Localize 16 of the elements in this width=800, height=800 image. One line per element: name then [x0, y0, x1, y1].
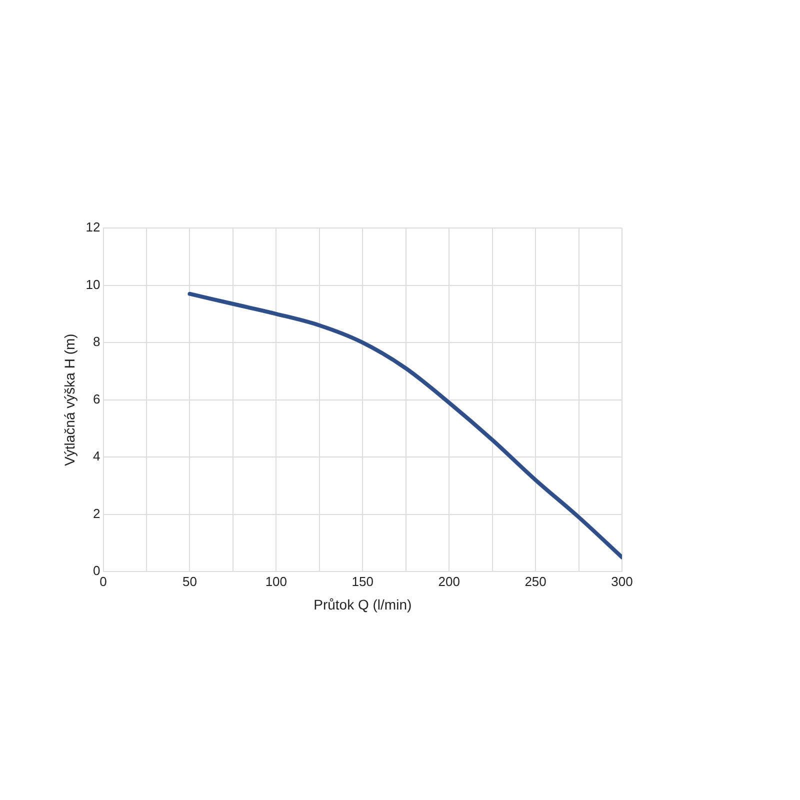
line-series	[188, 292, 622, 560]
y-tick-label: 6	[93, 391, 100, 406]
y-tick-label: 4	[93, 448, 100, 464]
y-tick-label: 10	[86, 276, 100, 292]
x-tick-label: 150	[352, 574, 374, 589]
x-tick-label: 100	[265, 574, 288, 589]
y-tick-label: 2	[93, 506, 100, 521]
x-tick-label: 250	[524, 574, 546, 589]
y-tick-label: 8	[93, 334, 100, 350]
y-tick-label: 12	[86, 220, 100, 235]
x-tick-label: 300	[611, 574, 633, 589]
x-tick-label: 200	[438, 574, 460, 589]
y-axis-title: Výtlačná výška H (m)	[61, 334, 78, 466]
y-tick-label: 0	[93, 563, 100, 578]
x-axis-title: Průtok Q (l/min)	[314, 596, 412, 612]
x-tick-label: 50	[182, 574, 197, 589]
